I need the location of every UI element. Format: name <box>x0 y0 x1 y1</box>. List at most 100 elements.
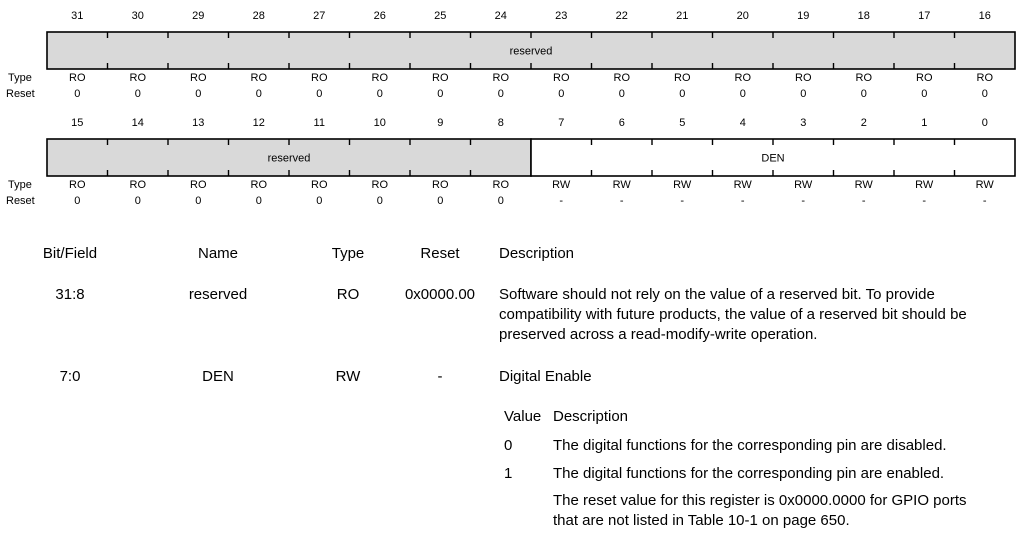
bit-number: 28 <box>253 10 265 22</box>
bit-reset: 0 <box>437 88 443 100</box>
bit-type: RO <box>795 72 812 84</box>
reserved-field-box <box>46 31 1016 70</box>
bit-number: 23 <box>555 10 567 22</box>
bit-reset: 0 <box>377 195 383 207</box>
bit-number: 4 <box>740 117 746 129</box>
header-name: Name <box>197 245 238 262</box>
bit-number: 19 <box>797 10 809 22</box>
bit-number: 9 <box>437 117 443 129</box>
bit-reset: 0 <box>195 88 201 100</box>
bit-type: RO <box>251 72 268 84</box>
bit-reset: 0 <box>437 195 443 207</box>
bit-number: 13 <box>192 117 204 129</box>
row-reserved-type: RO <box>336 286 360 303</box>
value-0-description: The digital functions for the correspond… <box>553 437 947 454</box>
bit-type: RW <box>673 179 692 191</box>
bit-type: RO <box>69 72 86 84</box>
type-row-label: Type <box>8 179 32 191</box>
bit-number: 25 <box>434 10 446 22</box>
row-reserved-name: reserved <box>188 286 248 303</box>
bit-reset: 0 <box>135 88 141 100</box>
bit-number: 30 <box>132 10 144 22</box>
bit-reset: 0 <box>74 88 80 100</box>
reserved-field-label: reserved <box>510 46 553 58</box>
reset-note-line: that are not listed in Table 10-1 on pag… <box>553 512 850 529</box>
bit-type: RO <box>916 72 933 84</box>
bit-type: RW <box>552 179 571 191</box>
bit-number: 14 <box>132 117 144 129</box>
bit-reset: 0 <box>316 88 322 100</box>
bit-type: RO <box>130 72 147 84</box>
value-1-description: The digital functions for the correspond… <box>553 465 945 482</box>
bit-number: 7 <box>558 117 564 129</box>
bit-number: 15 <box>71 117 83 129</box>
bit-type: RW <box>915 179 934 191</box>
bit-type: RO <box>493 72 510 84</box>
bit-number: 11 <box>314 117 325 129</box>
bit-number: 26 <box>374 10 386 22</box>
bit-type: RO <box>432 179 449 191</box>
bit-field-table: Bit/Field Name Type Reset Description 31… <box>0 230 1036 545</box>
bit-type: RO <box>977 72 994 84</box>
bit-type: RO <box>735 72 752 84</box>
bit-type: RO <box>553 72 570 84</box>
type-row-label: Type <box>8 72 32 84</box>
bit-reset: 0 <box>195 195 201 207</box>
bit-type: RO <box>251 179 268 191</box>
row-den-name: DEN <box>202 368 234 385</box>
bit-reset: 0 <box>256 88 262 100</box>
value-1: 1 <box>504 465 513 482</box>
bit-reset: - <box>801 195 805 207</box>
bit-reset: - <box>983 195 987 207</box>
bit-number: 16 <box>979 10 991 22</box>
bit-reset: 0 <box>316 195 322 207</box>
bit-reset: - <box>680 195 684 207</box>
bit-reset: 0 <box>74 195 80 207</box>
bit-number: 0 <box>982 117 988 129</box>
bit-reset: 0 <box>498 88 504 100</box>
bit-reset: 0 <box>982 88 988 100</box>
bit-type: RO <box>372 179 389 191</box>
bit-reset: 0 <box>861 88 867 100</box>
bit-number: 2 <box>861 117 867 129</box>
value-header-value: Value <box>504 408 542 425</box>
bit-reset: 0 <box>498 195 504 207</box>
bit-type: RO <box>311 179 328 191</box>
bit-number: 1 <box>921 117 927 129</box>
bit-reset: 0 <box>679 88 685 100</box>
reset-row-label: Reset <box>6 88 35 100</box>
bit-reset: - <box>620 195 624 207</box>
header-bit-field: Bit/Field <box>42 245 98 262</box>
reserved-field-label: reserved <box>268 153 311 165</box>
row-den-description: Digital Enable <box>499 368 592 385</box>
row-den-type: RW <box>335 368 361 385</box>
den-field-box <box>530 138 1016 177</box>
bit-type: RW <box>613 179 632 191</box>
register-upper-half: 31 30 29 28 27 26 25 24 23 22 21 20 19 18 17 16 reserved… <box>6 10 1016 100</box>
bit-type: RO <box>311 72 328 84</box>
bit-reset: 0 <box>800 88 806 100</box>
bit-type: RO <box>493 179 510 191</box>
bit-type: RO <box>190 179 207 191</box>
bit-type: RO <box>69 179 86 191</box>
bit-type: RO <box>190 72 207 84</box>
bit-type: RO <box>432 72 449 84</box>
bit-reset: - <box>862 195 866 207</box>
bit-type: RO <box>856 72 873 84</box>
bit-number: 5 <box>679 117 685 129</box>
value-0: 0 <box>504 437 513 454</box>
row-reserved-bit-field: 31:8 <box>55 286 85 303</box>
bit-reset: - <box>922 195 926 207</box>
register-diagram: 31 30 29 28 27 26 25 24 23 22 21 20 19 18 17 16reserved… <box>6 10 1016 207</box>
header-type: Type <box>331 245 365 262</box>
bit-number: 12 <box>253 117 265 129</box>
bit-type: RW <box>976 179 995 191</box>
bit-number: 8 <box>498 117 504 129</box>
bit-type: RW <box>855 179 874 191</box>
value-header-description: Description <box>553 408 629 425</box>
bit-number: 31 <box>71 10 83 22</box>
row-reserved-description-line: preserved across a read-modify-write ope… <box>499 326 818 343</box>
den-field-label: DEN <box>761 153 784 165</box>
row-den-bit-field: 7:0 <box>59 368 81 385</box>
